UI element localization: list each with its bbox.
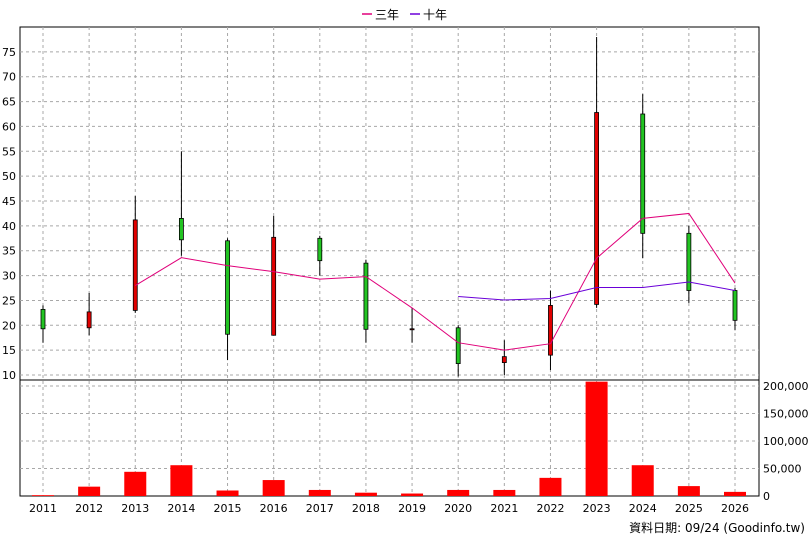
year-tick-label: 2012 <box>75 502 103 515</box>
legend-label: 十年 <box>423 8 447 22</box>
volume-bar <box>78 486 101 496</box>
volume-bar <box>631 465 654 496</box>
candle-body <box>548 305 553 356</box>
volume-bar <box>447 489 470 496</box>
candle-body <box>363 262 369 330</box>
year-tick-label: 2011 <box>29 502 57 515</box>
volume-tick-label: 200,000 <box>763 380 808 393</box>
candle-body <box>317 237 323 262</box>
year-tick-label: 2025 <box>675 502 703 515</box>
legend-label: 三年 <box>375 8 399 22</box>
price-tick-label: 15 <box>2 344 16 357</box>
price-tick-label: 40 <box>2 220 16 233</box>
candle-body <box>640 113 646 234</box>
volume-bar <box>539 477 562 496</box>
candle-body <box>225 240 230 335</box>
volume-bar <box>32 495 54 496</box>
candle-body <box>86 311 92 329</box>
volume-bar <box>170 465 193 496</box>
price-tick-label: 75 <box>2 46 16 59</box>
year-tick-label: 2014 <box>167 502 195 515</box>
candle-body <box>501 356 507 363</box>
year-tick-label: 2016 <box>260 502 288 515</box>
candle-body <box>409 328 415 331</box>
year-tick-label: 2019 <box>398 502 426 515</box>
price-tick-label: 35 <box>2 245 16 258</box>
volume-bar <box>724 491 746 496</box>
volume-bar <box>308 489 331 496</box>
volume-bar <box>354 492 377 496</box>
volume-tick-label: 0 <box>763 490 770 503</box>
data-date-footer: 資料日期: 09/24 (Goodinfo.tw) <box>629 521 805 535</box>
price-tick-label: 20 <box>2 319 16 332</box>
year-tick-label: 2018 <box>352 502 380 515</box>
price-tick-label: 65 <box>2 96 16 109</box>
price-tick-label: 10 <box>2 369 16 382</box>
volume-bar <box>401 493 424 496</box>
price-tick-label: 45 <box>2 195 16 208</box>
volume-bar <box>585 381 608 496</box>
year-tick-label: 2023 <box>583 502 611 515</box>
ma-line-three-year <box>135 212 736 351</box>
volume-bar <box>677 486 700 496</box>
volume-bar <box>262 480 285 496</box>
year-tick-label: 2022 <box>536 502 564 515</box>
ma-line-ten-year <box>458 281 736 301</box>
volume-bar <box>216 490 239 496</box>
candle-body <box>178 218 184 241</box>
candle-body <box>271 236 277 336</box>
price-tick-label: 60 <box>2 120 16 133</box>
candle-body <box>594 112 599 305</box>
year-tick-label: 2013 <box>121 502 149 515</box>
price-tick-label: 30 <box>2 270 16 283</box>
price-tick-label: 25 <box>2 294 16 307</box>
price-tick-label: 70 <box>2 71 16 84</box>
volume-tick-label: 50,000 <box>763 463 802 476</box>
volume-bar <box>493 489 516 496</box>
year-tick-label: 2017 <box>306 502 334 515</box>
candle-body <box>686 232 692 291</box>
volume-tick-label: 150,000 <box>763 408 808 421</box>
plot-frame <box>19 26 760 497</box>
volume-tick-label: 100,000 <box>763 435 808 448</box>
candle-body <box>732 290 738 321</box>
candle-body <box>455 327 461 364</box>
price-tick-label: 50 <box>2 170 16 183</box>
year-tick-label: 2015 <box>214 502 242 515</box>
candle-body <box>132 219 138 311</box>
year-tick-label: 2026 <box>721 502 749 515</box>
price-tick-label: 55 <box>2 145 16 158</box>
year-tick-label: 2020 <box>444 502 472 515</box>
candle-body <box>40 308 46 330</box>
year-tick-label: 2021 <box>490 502 518 515</box>
year-tick-label: 2024 <box>629 502 657 515</box>
volume-bar <box>124 471 147 496</box>
